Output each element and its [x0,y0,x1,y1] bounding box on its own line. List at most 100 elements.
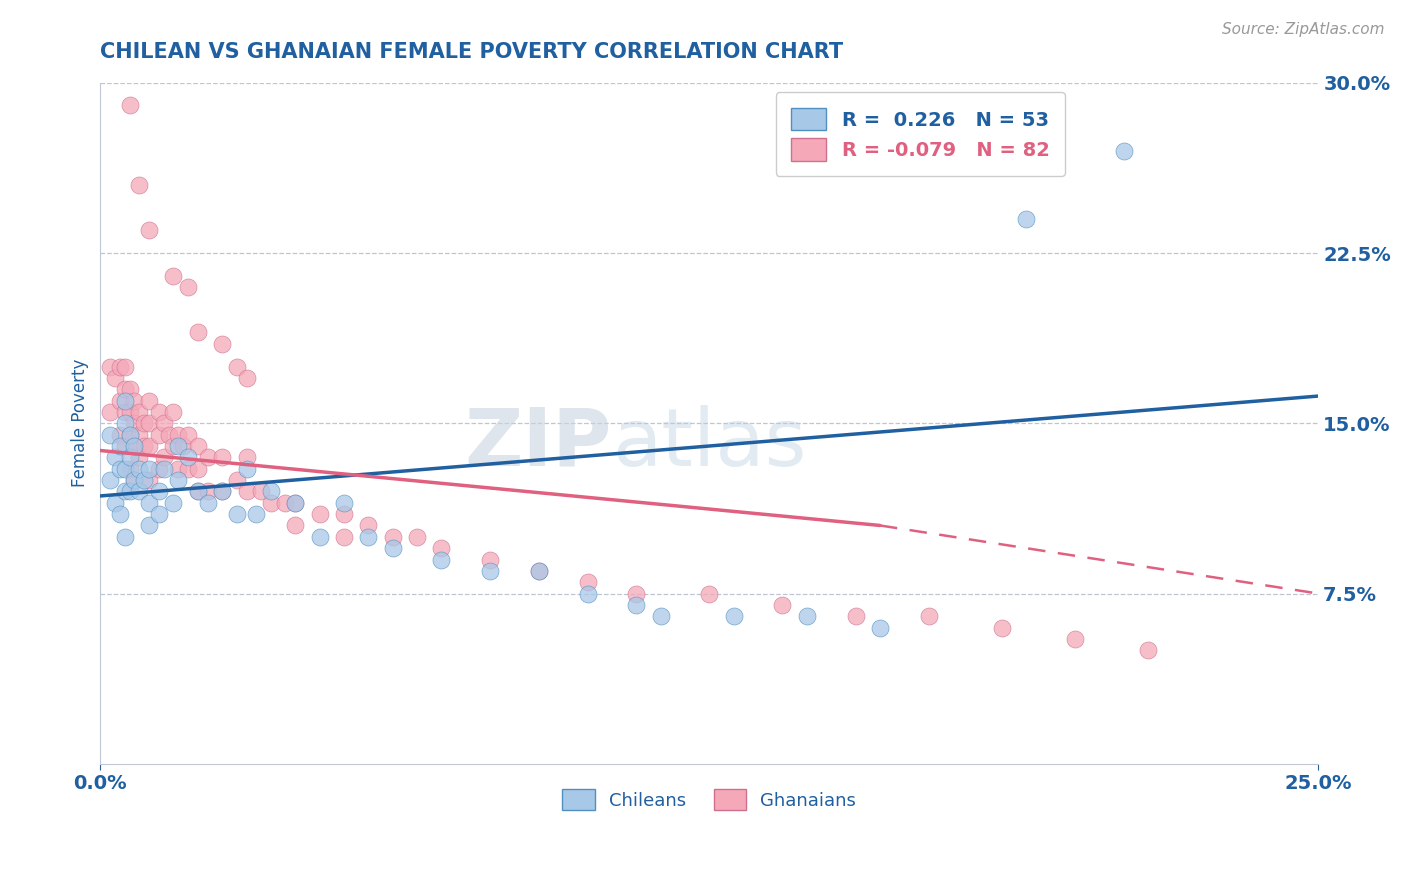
Point [187,326,209,340]
Point [211,484,233,499]
Point [114,461,136,475]
Point [211,450,233,465]
Point [333,496,356,510]
Point [177,280,200,294]
Point [128,484,150,499]
Point [1015,211,1038,226]
Point [197,496,219,510]
Point [128,450,150,465]
Point [274,496,297,510]
Point [114,530,136,544]
Point [167,473,190,487]
Point [114,359,136,374]
Point [333,507,356,521]
Point [138,393,160,408]
Point [152,417,174,431]
Point [124,439,146,453]
Point [128,405,150,419]
Point [1063,632,1085,646]
Y-axis label: Female Poverty: Female Poverty [72,359,89,488]
Point [118,461,141,475]
Point [104,371,127,385]
Point [108,507,131,521]
Point [479,552,502,566]
Point [118,427,141,442]
Point [138,223,160,237]
Point [148,461,170,475]
Point [148,427,170,442]
Point [148,405,170,419]
Point [211,336,233,351]
Point [134,417,156,431]
Point [108,393,131,408]
Point [1112,144,1135,158]
Point [124,473,146,487]
Point [134,473,156,487]
Point [284,496,307,510]
Point [104,496,127,510]
Point [187,439,209,453]
Point [225,359,247,374]
Point [108,461,131,475]
Point [187,461,209,475]
Point [211,484,233,499]
Point [114,382,136,396]
Point [162,405,184,419]
Point [108,439,131,453]
Point [308,507,330,521]
Point [235,371,257,385]
Point [430,552,453,566]
Text: ZIP: ZIP [464,405,612,483]
Text: CHILEAN VS GHANAIAN FEMALE POVERTY CORRELATION CHART: CHILEAN VS GHANAIAN FEMALE POVERTY CORRE… [100,42,844,62]
Point [98,473,121,487]
Point [104,450,127,465]
Point [108,427,131,442]
Point [225,507,247,521]
Point [108,359,131,374]
Text: atlas: atlas [612,405,806,483]
Point [162,268,184,283]
Point [187,484,209,499]
Point [128,427,150,442]
Point [148,484,170,499]
Point [98,359,121,374]
Point [284,496,307,510]
Point [650,609,672,624]
Point [990,621,1012,635]
Point [172,439,194,453]
Point [118,450,141,465]
Point [527,564,550,578]
Point [98,405,121,419]
Point [124,417,146,431]
Point [430,541,453,556]
Point [177,450,200,465]
Point [128,178,150,192]
Point [626,598,648,612]
Point [152,450,174,465]
Point [308,530,330,544]
Point [576,586,599,600]
Point [157,427,180,442]
Point [260,496,283,510]
Point [235,461,257,475]
Point [124,393,146,408]
Point [869,621,891,635]
Point [114,393,136,408]
Point [148,507,170,521]
Point [527,564,550,578]
Point [796,609,818,624]
Point [114,405,136,419]
Point [118,405,141,419]
Point [177,427,200,442]
Point [162,439,184,453]
Point [114,439,136,453]
Point [381,530,404,544]
Point [118,484,141,499]
Point [138,439,160,453]
Point [138,461,160,475]
Point [177,461,200,475]
Point [124,439,146,453]
Point [245,507,267,521]
Point [479,564,502,578]
Point [576,575,599,590]
